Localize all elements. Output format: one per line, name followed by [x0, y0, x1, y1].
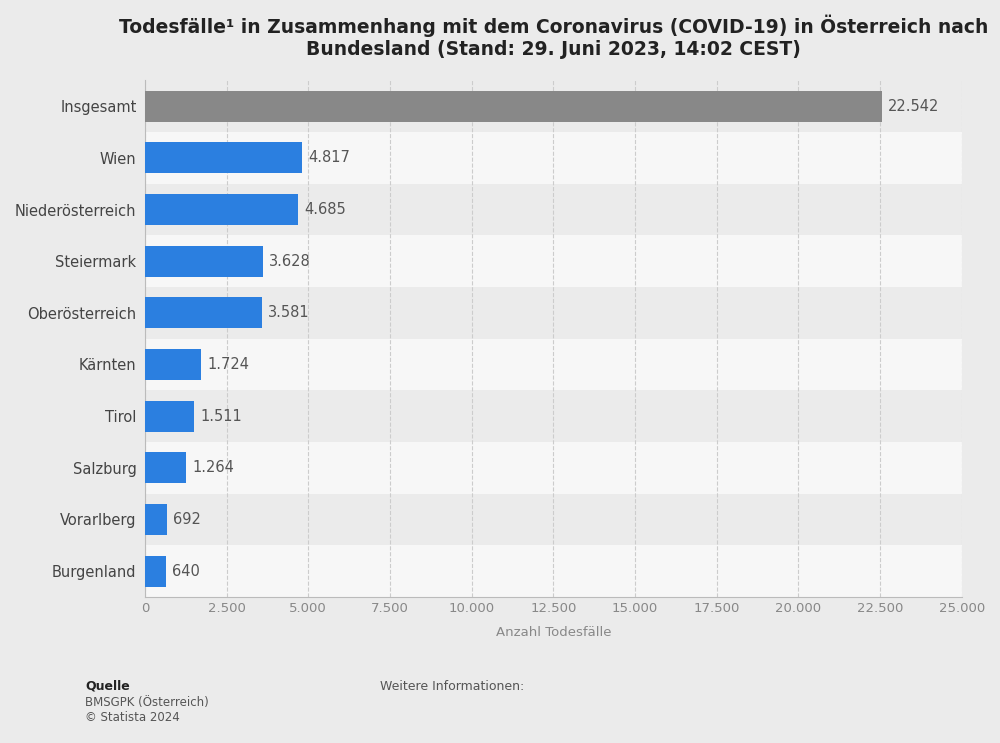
Text: Weitere Informationen:: Weitere Informationen:: [380, 680, 524, 692]
Bar: [145, 194, 298, 225]
Bar: [145, 184, 962, 236]
Bar: [145, 287, 962, 339]
Text: 22.542: 22.542: [887, 99, 939, 114]
Title: Todesfälle¹ in Zusammenhang mit dem Coronavirus (COVID-19) in Österreich nach
Bu: Todesfälle¹ in Zusammenhang mit dem Coro…: [119, 15, 988, 59]
Text: 1.724: 1.724: [207, 357, 249, 372]
Bar: [145, 339, 962, 390]
Bar: [145, 349, 201, 380]
Text: BMSGPK (Österreich)
© Statista 2024: BMSGPK (Österreich) © Statista 2024: [85, 696, 209, 724]
Bar: [145, 390, 962, 442]
Text: 3.581: 3.581: [268, 305, 309, 320]
Text: 692: 692: [173, 512, 201, 527]
Text: 640: 640: [172, 563, 200, 579]
Bar: [145, 236, 962, 287]
Bar: [145, 493, 962, 545]
Bar: [145, 442, 962, 493]
Text: 4.817: 4.817: [308, 150, 350, 166]
Bar: [145, 545, 962, 597]
Bar: [145, 246, 263, 276]
Text: 3.628: 3.628: [269, 253, 311, 269]
Text: Quelle: Quelle: [85, 680, 130, 692]
Bar: [145, 400, 194, 432]
Bar: [145, 91, 882, 122]
Text: 1.264: 1.264: [192, 460, 234, 476]
Text: 1.511: 1.511: [200, 409, 242, 424]
Bar: [145, 143, 302, 173]
Bar: [145, 452, 186, 483]
Bar: [145, 556, 166, 586]
Text: 4.685: 4.685: [304, 202, 346, 217]
Bar: [145, 80, 962, 132]
Bar: [145, 297, 262, 328]
Bar: [145, 504, 167, 535]
X-axis label: Anzahl Todesfälle: Anzahl Todesfälle: [496, 626, 611, 639]
Bar: [145, 132, 962, 184]
